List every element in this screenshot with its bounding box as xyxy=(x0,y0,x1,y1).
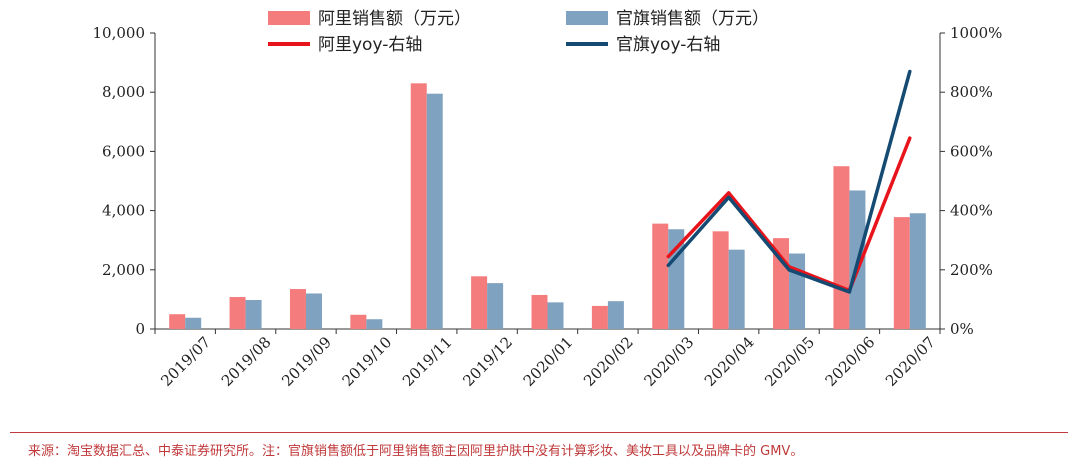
bar xyxy=(229,297,246,329)
legend-swatch xyxy=(268,11,310,25)
x-tick-label: 2020/02 xyxy=(580,333,637,390)
x-tick-label: 2019/10 xyxy=(339,333,396,390)
bar xyxy=(547,302,564,329)
combo-chart: 0 2,000 4,000 6,000 8,000 10,000 0% 200% 400% 600… xyxy=(93,9,1003,390)
legend-label: 阿里yoy-右轴 xyxy=(318,35,422,55)
x-tick-label: 2019/12 xyxy=(459,333,516,390)
x-tick-label: 2020/05 xyxy=(761,333,818,390)
legend-label: 阿里销售额（万元） xyxy=(318,9,471,29)
y-left-tick-label: 6,000 xyxy=(102,142,145,160)
x-tick-label: 2020/04 xyxy=(701,333,758,390)
series-line xyxy=(666,136,912,293)
bar xyxy=(350,314,367,329)
bar xyxy=(410,83,427,329)
legend: 阿里销售额（万元） 官旗销售额（万元） 阿里yoy-右轴 官旗yoy-右轴 xyxy=(268,9,769,55)
bar xyxy=(712,231,729,329)
bar xyxy=(169,314,186,329)
source-divider xyxy=(10,432,1068,433)
x-tick-label: 2020/03 xyxy=(640,333,697,390)
legend-label: 官旗yoy-右轴 xyxy=(616,35,720,55)
bar xyxy=(185,317,202,329)
source-note: 来源：淘宝数据汇总、中泰证券研究所。注：官旗销售额低于阿里销售额主因阿里护肤中没… xyxy=(28,444,804,459)
bar xyxy=(245,299,262,329)
x-tick-label: 2019/09 xyxy=(278,333,335,390)
x-tick-label: 2019/08 xyxy=(218,333,275,390)
y-left-tick-label: 4,000 xyxy=(102,202,145,220)
x-tick-label: 2020/06 xyxy=(822,333,879,390)
bar xyxy=(471,276,488,329)
bar xyxy=(366,319,383,329)
bar xyxy=(531,294,548,329)
axes: 0 2,000 4,000 6,000 8,000 10,000 0% 200% 400% 600… xyxy=(93,24,1003,390)
y-right-tick-label: 800% xyxy=(950,83,993,101)
bar xyxy=(909,213,926,329)
bar xyxy=(487,283,504,329)
bar xyxy=(607,301,624,329)
bar xyxy=(591,305,608,329)
y-right-tick-label: 400% xyxy=(950,202,993,220)
bar xyxy=(789,253,806,329)
y-left-tick-label: 10,000 xyxy=(93,24,146,42)
bar xyxy=(652,223,669,329)
y-left-tick-label: 8,000 xyxy=(102,83,145,101)
bar xyxy=(305,293,322,329)
bar xyxy=(289,289,306,329)
legend-swatch xyxy=(566,11,608,25)
y-left-tick-label: 2,000 xyxy=(102,261,145,279)
y-right-tick-label: 1000% xyxy=(950,24,1002,42)
lines xyxy=(666,69,912,294)
legend-label: 官旗销售额（万元） xyxy=(616,9,769,29)
bar xyxy=(728,249,745,329)
x-tick-label: 2019/11 xyxy=(399,333,456,390)
x-tick-label: 2020/01 xyxy=(520,333,577,390)
bar xyxy=(426,93,443,330)
x-tick-label: 2019/07 xyxy=(157,333,214,390)
y-right-tick-label: 0% xyxy=(950,320,974,338)
y-right-tick-label: 200% xyxy=(950,261,993,279)
bars xyxy=(169,83,926,330)
x-tick-label: 2020/07 xyxy=(882,333,939,390)
series-line xyxy=(666,69,912,294)
bar xyxy=(893,217,910,329)
y-left-tick-label: 0 xyxy=(135,320,145,338)
bar xyxy=(833,166,850,329)
y-right-tick-label: 600% xyxy=(950,142,993,160)
